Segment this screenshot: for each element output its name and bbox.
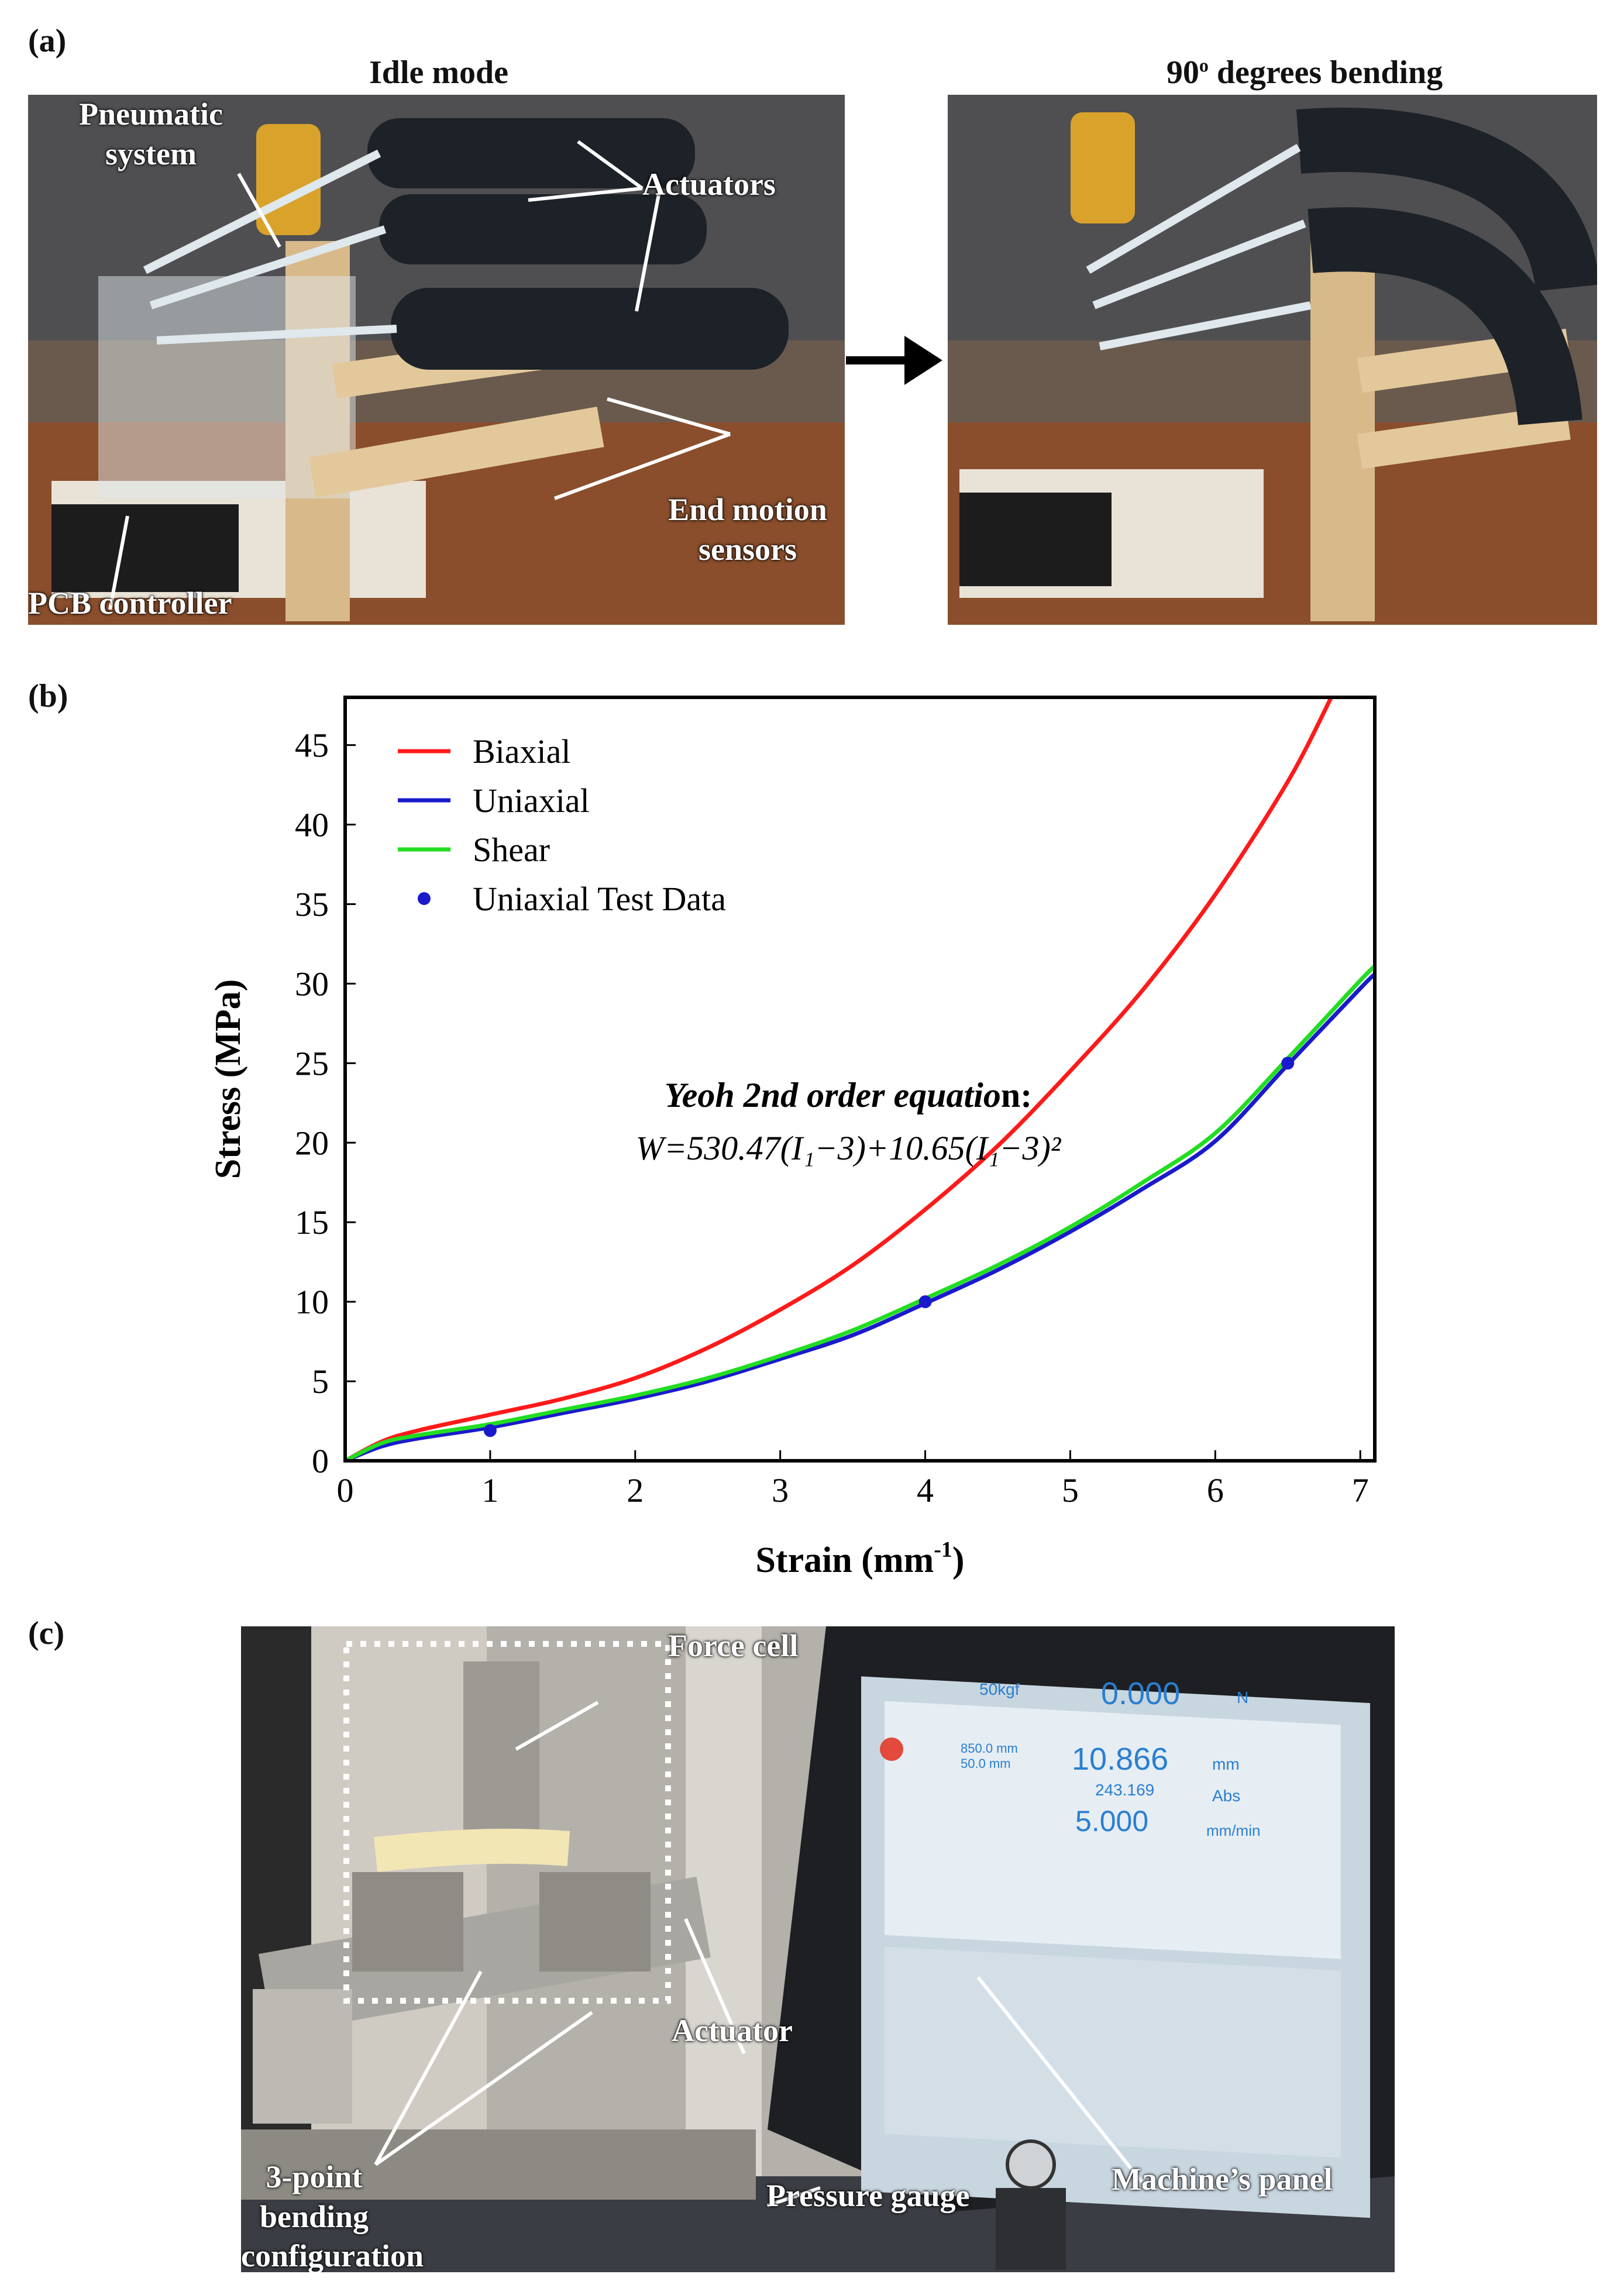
x-tick-label: 0 [337,1471,354,1509]
bending-mode-photo [948,95,1597,625]
legend-label: Shear [473,831,550,869]
y-axis-label: Stress (MPa) [208,979,248,1179]
label-machine-panel: Machine’s panel [1112,2162,1333,2197]
screen-load-unit: N [1237,1688,1249,1706]
data-point [483,1424,497,1437]
x-tick-label: 1 [481,1471,498,1509]
x-axis-label: Strain (mm-1) [755,1537,964,1580]
legend-marker [418,892,431,905]
series-line-shear [345,964,1375,1461]
test-machine-photo: 50kgf 0.000 N 850.0 mm 50.0 mm 10.866 mm… [241,1626,1395,2272]
label-actuators: Actuators [642,167,776,202]
screen-speed-value: 5.000 [1075,1805,1149,1838]
bending-title-angle: 90 [1166,54,1199,91]
y-tick-label: 5 [312,1363,329,1401]
label-force-cell: Force cell [668,1628,799,1663]
screen-abs-label: Abs [1212,1787,1241,1805]
legend-label: Biaxial [473,732,571,770]
label-actuator: Actuator [672,2013,793,2048]
panel-b-letter: (b) [28,678,68,714]
x-tick-label: 6 [1207,1471,1224,1509]
screen-load-value: 0.000 [1101,1676,1181,1711]
series-line-biaxial [345,697,1333,1461]
screen-speed-unit: mm/min [1206,1822,1261,1839]
legend-label: Uniaxial Test Data [473,880,726,918]
y-tick-label: 35 [295,885,329,923]
y-tick-label: 20 [295,1124,329,1162]
plot-frame [343,696,1377,1463]
x-tick-label: 3 [772,1471,789,1509]
y-tick-label: 25 [295,1044,329,1082]
y-tick-label: 10 [295,1283,329,1321]
label-pcb-controller: PCB controller [28,586,232,621]
screen-position-unit: mm [1212,1755,1240,1773]
screen-position-line1: 850.0 mm [961,1741,1018,1756]
x-tick-label: 2 [627,1471,644,1509]
y-tick-label: 40 [295,806,329,844]
label-3-point-bending: 3-point bending configuration [241,2159,424,2272]
x-tick-label: 5 [1062,1471,1079,1509]
x-tick-label: 4 [917,1471,934,1509]
screen-position-value: 10.866 [1072,1742,1169,1777]
y-tick-label: 45 [295,727,329,765]
panel-a-letter: (a) [28,23,67,59]
data-point [918,1295,932,1309]
y-tick-label: 0 [312,1442,329,1480]
label-end-motion-sensors: End motion sensors [668,492,827,567]
y-tick-label: 30 [295,965,329,1003]
bending-title: 90o degrees bending [1100,54,1509,91]
bending-mode-illustration [948,95,1597,625]
bending-title-degree: o [1199,54,1209,76]
data-point [1281,1057,1295,1070]
idle-mode-photo: Pneumatic system Actuators End motion se… [28,95,845,625]
equation-title: Yeoh 2nd order equation: [665,1076,1032,1114]
y-tick-label: 15 [295,1203,329,1241]
label-pneumatic-system: Pneumatic system [79,97,223,171]
screen-abs-value: 243.169 [1095,1781,1155,1799]
legend-label: Uniaxial [473,782,590,820]
equation-formula: W=530.47(I₁−3)+10.65(I₁−3)² [636,1129,1062,1167]
label-pressure-gauge: Pressure gauge [766,2178,970,2213]
panel-c-letter: (c) [28,1615,65,1652]
x-tick-label: 7 [1352,1471,1369,1509]
bending-title-rest: degrees bending [1208,54,1443,91]
idle-mode-title: Idle mode [369,54,508,91]
screen-position-line2: 50.0 mm [961,1756,1011,1771]
series-line-uniaxial [345,972,1375,1461]
transition-arrow [846,336,942,385]
idle-mode-illustration [28,95,845,625]
screen-load-cell-label: 50kgf [979,1680,1020,1698]
test-machine-illustration [241,1626,1395,2272]
